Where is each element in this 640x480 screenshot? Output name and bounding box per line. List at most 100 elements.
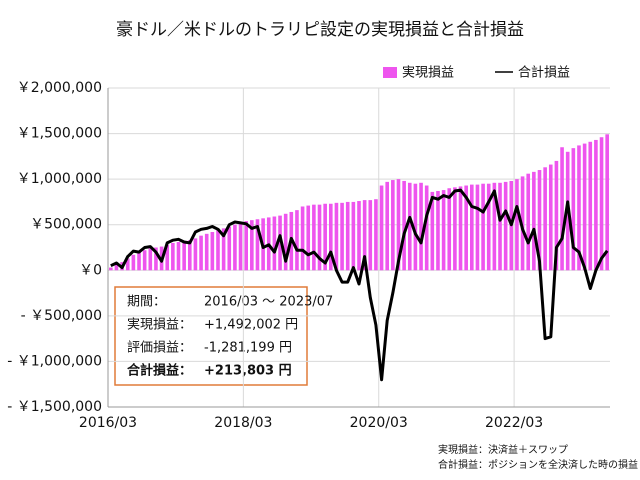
legend-swatch (383, 67, 397, 78)
bar (543, 167, 547, 271)
bar (312, 204, 316, 271)
bar (227, 226, 232, 271)
bar (481, 183, 485, 271)
bar (441, 190, 446, 271)
bar (244, 221, 248, 271)
line (110, 188, 609, 382)
bar (554, 160, 559, 271)
bar (492, 182, 497, 271)
bar (165, 244, 170, 271)
bar (137, 251, 141, 271)
info-key: 合計損益： (127, 363, 192, 379)
y-tick-label: ￥1,500,000 (17, 126, 102, 142)
bar (402, 180, 406, 271)
y-tick-label: ￥500,000 (30, 217, 102, 233)
bar (458, 186, 463, 271)
bar (148, 248, 153, 271)
bar (357, 201, 361, 271)
bar (182, 241, 186, 271)
bar (413, 183, 418, 271)
bar (470, 184, 474, 271)
bar (351, 201, 356, 271)
bar (498, 182, 502, 271)
bar (340, 202, 344, 271)
bar (362, 200, 367, 271)
bar (114, 264, 119, 271)
bar (391, 180, 395, 271)
info-key: 期間： (127, 295, 166, 310)
bar (599, 137, 604, 271)
x-tick-label: 2018/03 (214, 415, 272, 431)
bar (515, 179, 519, 271)
bar (272, 216, 277, 271)
bar (221, 228, 226, 271)
x-tick-label: 2020/03 (350, 415, 408, 431)
bar (295, 210, 299, 271)
bar (503, 181, 508, 271)
footnote: 実現損益：決済益＋スワップ (438, 443, 568, 456)
bar (199, 235, 203, 271)
legend-label: 実現損益 (402, 65, 454, 81)
bar (594, 139, 598, 271)
bar (283, 213, 288, 271)
bar (255, 219, 260, 271)
bar (582, 143, 587, 271)
chart-title: 豪ドル／米ドルのトラリピ設定の実現損益と合計損益 (116, 19, 524, 40)
bar (436, 190, 440, 271)
bar (464, 185, 468, 271)
bar (407, 182, 412, 271)
info-value: -1,281,199 円 (204, 341, 292, 356)
y-tick-label: - ￥1,000,000 (7, 353, 102, 369)
bar (204, 233, 209, 271)
bar (537, 170, 542, 271)
bar (210, 232, 215, 271)
y-tick-label: ￥1,000,000 (17, 171, 102, 187)
info-box (114, 286, 308, 386)
bar (323, 203, 327, 271)
bar (334, 202, 339, 271)
y-tick-label: ￥0 (79, 262, 102, 278)
bar (216, 230, 220, 271)
bar (317, 204, 322, 271)
x-tick-label: 2022/03 (485, 415, 543, 431)
bar (306, 205, 311, 271)
bar (374, 199, 378, 271)
bar (526, 173, 531, 271)
info-value: +213,803 円 (204, 364, 292, 379)
bar (154, 247, 158, 271)
bar (396, 179, 401, 271)
footnote: 合計損益：ポジションを全決済した時の損益 (438, 458, 638, 471)
y-tick-label: - ￥1,500,000 (7, 399, 102, 415)
bar (142, 250, 147, 271)
bar (109, 267, 113, 271)
bar (475, 184, 480, 271)
bar (250, 220, 254, 271)
bar (300, 206, 305, 271)
bar (328, 203, 333, 271)
bar (430, 191, 435, 271)
bar (379, 185, 384, 271)
bar (424, 185, 429, 271)
info-rows: 期間： 2016/03 ～ 2023/07 実現損益： +1,492,002 円評価損… (127, 295, 333, 379)
bar (447, 188, 452, 271)
legend-label: 合計損益 (518, 65, 570, 81)
bar (588, 141, 593, 271)
bar (368, 200, 373, 271)
bar (385, 181, 390, 271)
bar (571, 148, 576, 271)
bar (187, 240, 192, 271)
bar (532, 171, 536, 271)
bar (577, 145, 581, 271)
bar (345, 201, 350, 271)
bar (486, 183, 491, 271)
y-tick-label: ￥2,000,000 (17, 80, 102, 96)
info-value: +1,492,002 円 (204, 318, 298, 333)
info-key: 評価損益： (127, 341, 192, 356)
bar (605, 134, 609, 271)
bar (419, 182, 423, 271)
y-tick-label: - ￥500,000 (21, 308, 102, 324)
bar (176, 242, 181, 271)
bar (193, 238, 198, 271)
bar (560, 147, 564, 271)
